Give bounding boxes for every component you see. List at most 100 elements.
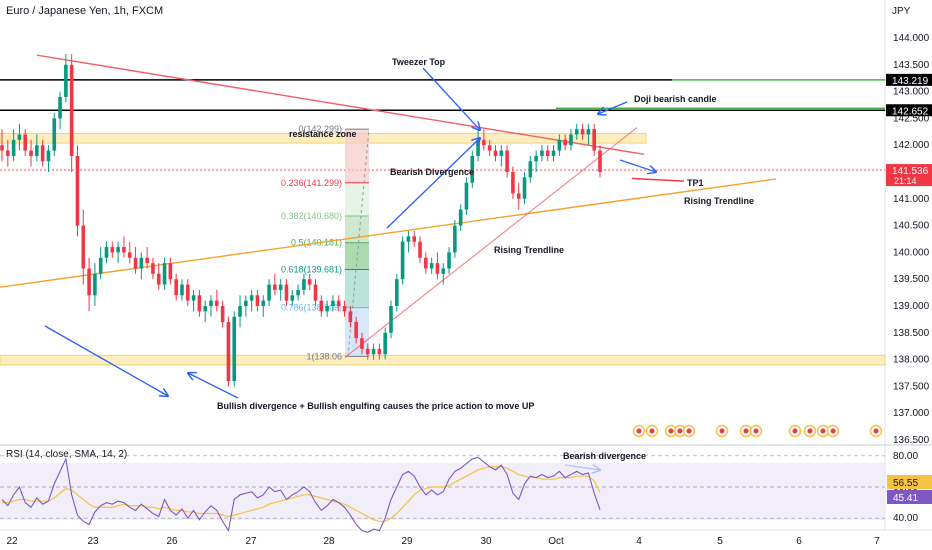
candle-body (209, 300, 213, 306)
candle-body (563, 139, 567, 146)
rsi-ma-line (2, 466, 601, 522)
rsi-ma-value: 56.55 (893, 478, 918, 489)
resistance-zone (0, 132, 647, 144)
candle-body (418, 241, 422, 258)
price-tick-label: 143.500 (893, 60, 930, 71)
annotation-doji: Doji bearish candle (634, 94, 717, 104)
candle-body (46, 150, 51, 162)
candle-body (429, 263, 434, 269)
price-badge-label: 141.536 (892, 166, 929, 177)
time-tick-label: 6 (796, 536, 802, 547)
candle-body (11, 139, 16, 156)
candle-body (0, 145, 4, 151)
fib-band-0-236 (345, 129, 369, 183)
currency-label: JPY (892, 6, 911, 17)
candle-body (394, 279, 399, 306)
candle-body (98, 257, 103, 274)
candle-body (191, 295, 196, 301)
economic-events-row[interactable] (632, 424, 883, 438)
time-tick-label: 7 (874, 536, 880, 547)
annotation-bullish-divergence: Bullish divergence + Bullish engulfing c… (217, 401, 534, 411)
time-tick-label: 29 (401, 536, 413, 547)
candle-body (319, 300, 324, 312)
arrow-bullish-divergence (44, 325, 168, 396)
candle-body (52, 118, 57, 151)
candle-body (453, 225, 457, 253)
rsi-line (1, 456, 601, 533)
candle-body (133, 257, 138, 269)
fib-level-label: 0.618(139.681) (281, 264, 342, 274)
fib-band-618-786 (345, 269, 369, 308)
price-tick-label: 143.000 (893, 87, 930, 98)
candle-body (424, 257, 428, 269)
candle-body (174, 279, 178, 296)
event-marker-dot (649, 428, 655, 434)
candle-body (406, 236, 411, 242)
rsi-label: RSI (14, close, SMA, 14, 2) (6, 449, 127, 460)
fib-level-label: 0.236(141.299) (281, 178, 342, 188)
fib-level-label: 0.786(138.969) (281, 303, 342, 313)
tp1-line (631, 177, 685, 182)
candle-body (464, 182, 469, 210)
candle-body (40, 145, 45, 162)
candle-body (325, 306, 329, 312)
candle-body (185, 284, 190, 301)
candle-body (162, 263, 167, 285)
candle-body (569, 134, 573, 146)
price-axis[interactable]: 144.000 143.500 143.000 142.500 142.000 141.5… (893, 33, 930, 446)
candle-body (87, 268, 91, 296)
candle-body (220, 306, 225, 323)
rsi-value: 45.41 (893, 493, 918, 504)
candle-body (447, 252, 451, 269)
arrow-tweezer-top (422, 67, 480, 130)
candle-body (574, 129, 579, 135)
candle-body (528, 161, 533, 178)
candle-body (29, 150, 33, 156)
candle-body (156, 273, 161, 285)
price-badge-label: 143.219 (892, 76, 929, 87)
fib-level-label: 0(142.299) (298, 124, 342, 134)
price-tick-label: 141.000 (893, 194, 930, 205)
event-marker-dot (677, 428, 683, 434)
candle-body (476, 139, 480, 156)
time-tick-label: Oct (548, 536, 564, 547)
price-tick-label: 138.500 (893, 328, 930, 339)
support-resistance-zones (0, 79, 886, 366)
candle-body (499, 150, 504, 156)
price-badge (886, 104, 932, 117)
candle-body (23, 134, 28, 151)
candle-body (284, 284, 289, 301)
time-axis[interactable]: 22 23 26 27 28 29 30 Oct 4 5 6 7 (6, 536, 880, 547)
candle-body (122, 247, 126, 253)
candle-body (203, 306, 208, 312)
candle-body (348, 311, 353, 323)
price-tick-label: 137.000 (893, 408, 930, 419)
candle-body (377, 348, 382, 355)
price-badge-label: 142.652 (892, 106, 929, 117)
rsi-ma-badge (887, 475, 932, 489)
arrow-tp1 (619, 159, 656, 172)
candle-body (586, 129, 591, 135)
candlestick-series (0, 54, 602, 387)
event-marker-dot (807, 428, 813, 434)
candle-body (93, 273, 97, 296)
candle-body (470, 155, 475, 183)
candle-body (197, 295, 202, 312)
candle-body (522, 177, 527, 199)
price-tick-label: 140.000 (893, 247, 930, 258)
candle-body (441, 268, 446, 274)
time-tick-label: 28 (323, 536, 335, 547)
candle-body (516, 193, 521, 199)
candle-body (435, 263, 440, 274)
chart-title: Euro / Japanese Yen, 1h, FXCM (6, 5, 163, 17)
fib-band-5-618 (345, 242, 369, 270)
rsi-tick-label: 80.00 (893, 451, 918, 462)
price-tick-label: 136.500 (893, 435, 930, 446)
event-marker-dot (830, 428, 836, 434)
candle-body (534, 155, 538, 162)
rising-trendline-red (344, 127, 638, 358)
event-marker-dot (743, 428, 749, 434)
candle-body (331, 300, 335, 306)
candle-body (139, 257, 144, 269)
candle-body (116, 247, 120, 253)
